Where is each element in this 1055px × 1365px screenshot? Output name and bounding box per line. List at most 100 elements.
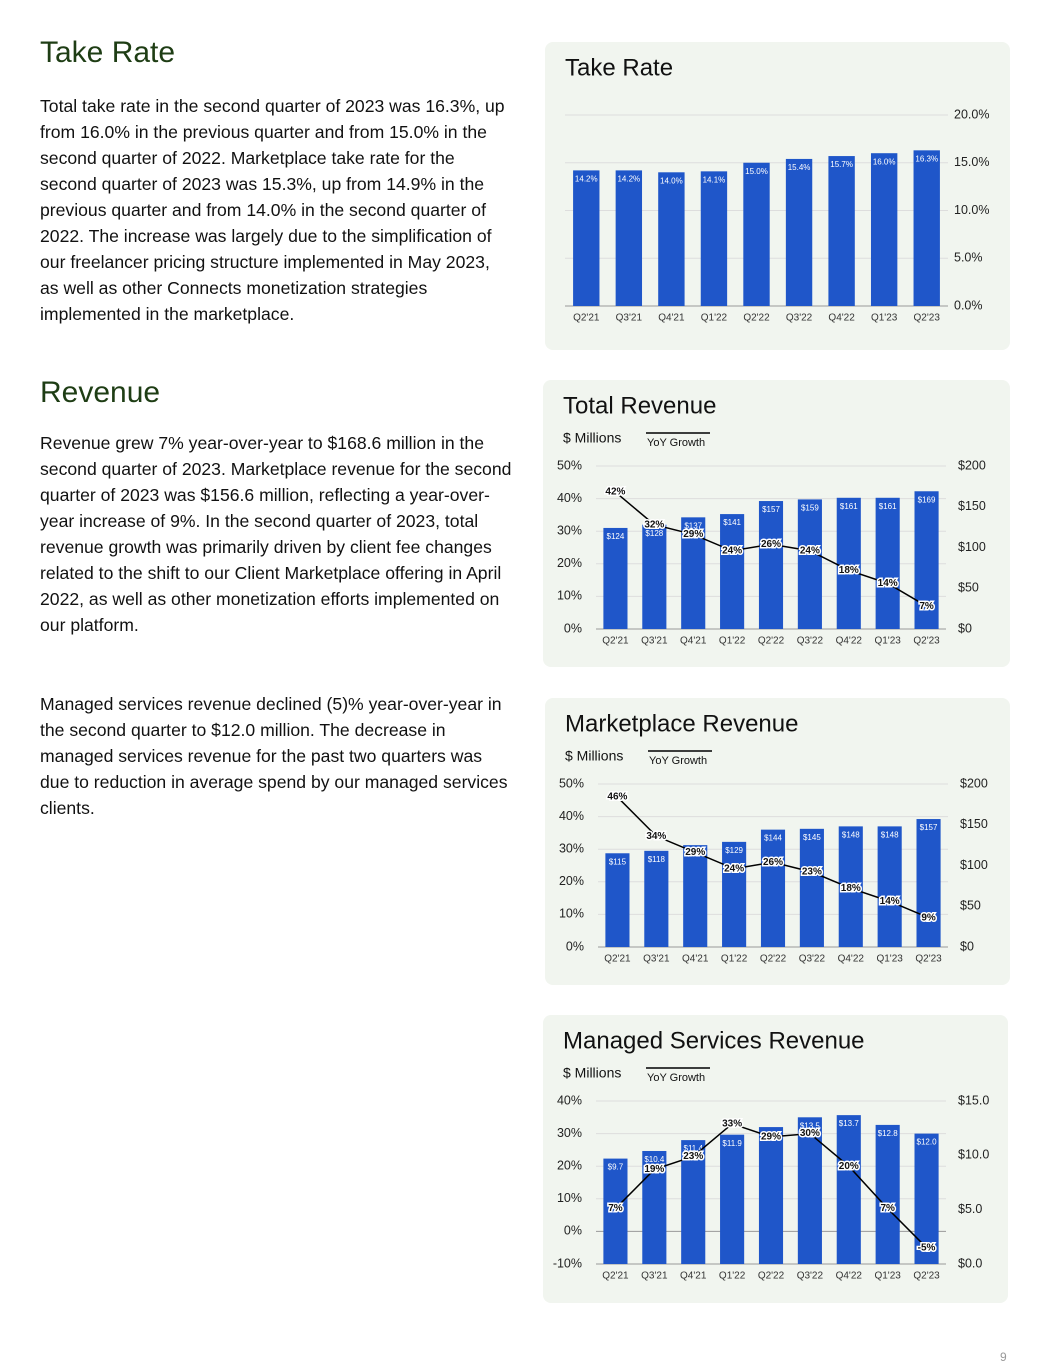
y-tick-label: 20.0% — [954, 107, 989, 121]
line-value-label: 18% — [841, 883, 861, 894]
y2-tick-label: $200 — [960, 776, 988, 790]
y2-tick-label: $50 — [960, 899, 981, 913]
bar-value-label: $10.4 — [644, 1155, 665, 1164]
x-tick-label: Q1'22 — [701, 313, 728, 324]
line-value-label: 24% — [800, 545, 820, 556]
y-tick-label: 0.0% — [954, 298, 983, 312]
line-value-label: 26% — [763, 857, 783, 868]
bar-value-label: $137 — [684, 521, 702, 530]
y-tick-label: 20% — [557, 556, 582, 570]
x-tick-label: Q3'22 — [797, 1271, 824, 1282]
chart-panel: Managed Services Revenue -10% 0% 10% 20% 30% 4… — [543, 1015, 1008, 1303]
bar-value-label: $161 — [879, 502, 897, 511]
bar — [758, 1127, 784, 1264]
line-value-label: 42% — [605, 487, 625, 498]
chart: Managed Services Revenue -10% 0% 10% 20% 30% 4… — [553, 1027, 990, 1282]
chart-title: Marketplace Revenue — [565, 710, 798, 737]
x-tick-label: Q4'22 — [828, 313, 855, 324]
bar — [875, 1124, 900, 1264]
bar-value-label: 14.1% — [703, 175, 726, 184]
y2-tick-label: $150 — [958, 499, 986, 513]
bar-value-label: 14.0% — [660, 176, 683, 185]
bar — [683, 845, 708, 947]
line-value-label: 7% — [919, 601, 934, 612]
bar-value-label: $161 — [840, 502, 858, 511]
x-tick-label: Q2'23 — [913, 636, 940, 647]
bar — [700, 171, 728, 306]
x-tick-label: Q3'22 — [799, 954, 826, 965]
bar — [658, 172, 685, 306]
y-tick-label: 20% — [557, 1158, 582, 1172]
x-tick-label: Q3'21 — [643, 954, 670, 965]
line-value-label: 23% — [683, 1151, 703, 1162]
bar-value-label: $12.0 — [917, 1138, 938, 1147]
line-value-label: 29% — [761, 1132, 781, 1143]
bar-value-label: 14.2% — [617, 174, 640, 183]
line-value-label: 46% — [607, 792, 627, 803]
legend-label: YoY Growth — [647, 1072, 705, 1084]
line-value-label: 30% — [800, 1128, 820, 1139]
x-tick-label: Q2'22 — [758, 636, 785, 647]
y-tick-label: 0% — [564, 1224, 582, 1238]
bar-value-label: $125 — [686, 849, 704, 858]
y-tick-label: 30% — [557, 523, 582, 537]
bar-value-label: $128 — [645, 529, 663, 538]
y-tick-label: 10% — [559, 907, 584, 921]
y2-tick-label: $100 — [958, 540, 986, 554]
y2-tick-label: $10.0 — [958, 1148, 989, 1162]
y2-tick-label: $0.0 — [958, 1256, 982, 1270]
y-tick-label: 30% — [557, 1126, 582, 1140]
bar-value-label: $144 — [764, 834, 782, 843]
line-value-label: 32% — [644, 519, 664, 530]
bar — [836, 497, 861, 629]
bar — [720, 514, 745, 629]
y-tick-label: 40% — [559, 809, 584, 823]
bar-value-label: $169 — [918, 495, 936, 504]
unit-label: $ Millions — [563, 1065, 621, 1081]
x-tick-label: Q1'22 — [719, 636, 746, 647]
line-value-label: 29% — [683, 529, 703, 540]
x-tick-label: Q2'22 — [758, 1271, 785, 1282]
line-value-label: 33% — [722, 1118, 742, 1129]
line-value-label: 24% — [722, 545, 742, 556]
page-number: 9 — [1000, 1350, 1007, 1364]
bar — [760, 829, 786, 947]
bar-value-label: $13.5 — [800, 1121, 821, 1130]
y-tick-label: 50% — [557, 458, 582, 472]
bar-value-label: 15.0% — [745, 167, 768, 176]
bar-value-label: $9.7 — [608, 1163, 624, 1172]
bar — [828, 156, 855, 306]
y2-tick-label: $0 — [958, 621, 972, 635]
y-tick-label: 10.0% — [954, 203, 989, 217]
x-tick-label: Q2'21 — [573, 313, 600, 324]
line-value-label: 18% — [839, 565, 859, 576]
x-tick-label: Q2'21 — [602, 636, 629, 647]
bar-value-label: $157 — [920, 823, 938, 832]
x-tick-label: Q2'23 — [915, 954, 942, 965]
x-tick-label: Q3'21 — [616, 313, 643, 324]
bar — [785, 158, 813, 306]
heading: Take Rate — [40, 36, 176, 69]
bar — [797, 499, 822, 629]
bar — [681, 517, 706, 629]
y2-tick-label: $5.0 — [958, 1202, 982, 1216]
legend-label: YoY Growth — [647, 437, 705, 449]
x-tick-label: Q2'21 — [604, 954, 631, 965]
bar-value-label: 15.7% — [830, 160, 853, 169]
chart: Marketplace Revenue 0% 10% 20% 30% 40% 50% $0 $5… — [559, 710, 988, 965]
x-tick-label: Q1'22 — [721, 954, 748, 965]
x-tick-label: Q3'21 — [641, 636, 668, 647]
y2-tick-label: $200 — [958, 458, 986, 472]
x-tick-label: Q1'23 — [874, 1271, 901, 1282]
unit-label: $ Millions — [565, 748, 623, 764]
bar-value-label: $13.7 — [839, 1119, 860, 1128]
line-value-label: 23% — [802, 867, 822, 878]
bar-value-label: $129 — [725, 846, 743, 855]
y-tick-label: 40% — [557, 491, 582, 505]
bar — [875, 497, 900, 629]
bar-value-label: $11.4 — [684, 1144, 704, 1153]
line-value-label: 7% — [880, 1203, 895, 1214]
paragraph: Revenue grew 7% year-over-year to $168.6… — [40, 433, 512, 635]
y2-tick-label: $15.0 — [958, 1093, 989, 1107]
line — [616, 796, 929, 919]
